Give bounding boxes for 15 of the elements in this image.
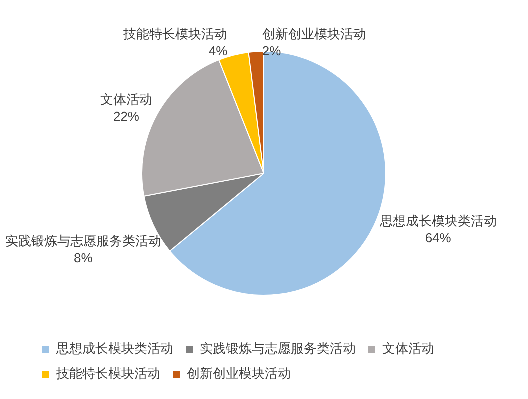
legend-label: 技能特长模块活动 [56,366,160,382]
slice-label: 创新创业模块活动 [262,26,366,42]
legend-label: 思想成长模块类活动 [56,341,174,356]
data-label: 4% [208,44,228,59]
slice-label: 思想成长模块类活动 [378,214,497,229]
data-label: 22% [113,109,140,124]
data-label: 2% [262,44,282,59]
slice-label: 技能特长模块活动 [122,26,228,42]
legend-label: 文体活动 [382,341,434,356]
data-label: 64% [425,230,452,246]
legend-label: 实践锻炼与志愿服务类活动 [200,341,356,356]
data-label: 8% [74,250,94,266]
slice-label: 实践锻炼与志愿服务类活动 [5,234,162,249]
legend-label: 创新创业模块活动 [187,366,291,382]
slice-label: 文体活动 [100,92,152,108]
